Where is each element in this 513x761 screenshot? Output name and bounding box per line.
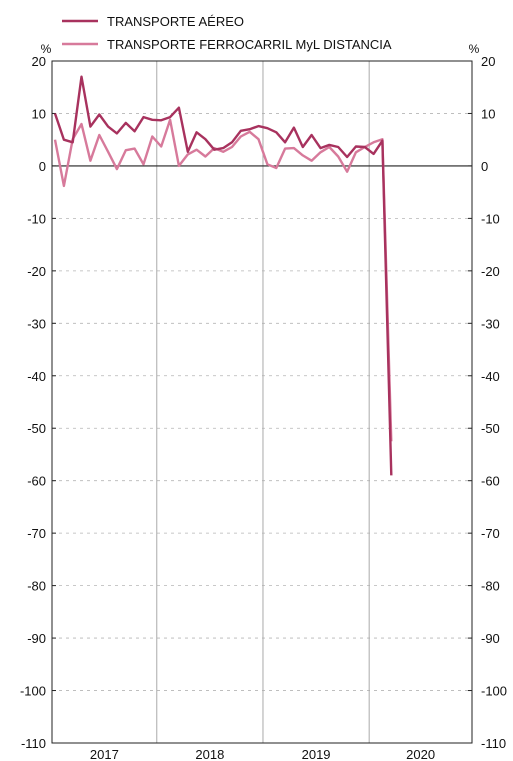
y-tick-label-right: -50 <box>481 421 500 436</box>
x-axis: 2017 2018 2019 2020 <box>90 747 435 761</box>
y-tick-label-right: -110 <box>481 736 506 751</box>
legend-label-ferrocarril: TRANSPORTE FERROCARRIL MyL DISTANCIA <box>107 37 392 52</box>
y-tick-label-right: -90 <box>481 631 500 646</box>
y-tick-label-left: -10 <box>27 211 46 226</box>
y-tick-label-left: -70 <box>27 526 46 541</box>
series-lines <box>53 75 393 476</box>
y-tick-label-right: -100 <box>481 684 507 699</box>
y-tick-label-left: -60 <box>27 474 46 489</box>
y-tick-label-left: 0 <box>39 159 46 174</box>
plot-frame <box>51 60 473 744</box>
series-line-1 <box>53 118 393 442</box>
x-tick-label: 2019 <box>302 747 331 761</box>
y-tick-label-left: -20 <box>27 264 46 279</box>
y-tick-label-left: 10 <box>32 106 46 121</box>
grid-lines <box>52 113 472 691</box>
legend-label-aereo: TRANSPORTE AÉREO <box>107 14 244 29</box>
y-tick-label-left: -90 <box>27 631 46 646</box>
y-axis-left: 20 10 0 -10 -20 -30 -40 -50 -60 -70 -80 -90 -100 -110 <box>20 54 56 751</box>
legend: TRANSPORTE AÉREO TRANSPORTE FERROCARRIL … <box>62 14 392 52</box>
y-tick-label-right: 20 <box>481 54 495 69</box>
x-tick-label: 2020 <box>406 747 435 761</box>
y-tick-label-left: -30 <box>27 316 46 331</box>
y-tick-label-left: -110 <box>21 736 46 751</box>
y-tick-label-right: -10 <box>481 211 500 226</box>
y-tick-label-left: -40 <box>27 369 46 384</box>
y-tick-label-left: -50 <box>27 421 46 436</box>
y-tick-label-right: -60 <box>481 474 500 489</box>
y-unit-right: % <box>469 42 480 56</box>
y-tick-label-right: 0 <box>481 159 488 174</box>
series-line-0 <box>53 75 393 476</box>
x-tick-label: 2018 <box>195 747 224 761</box>
y-tick-label-right: -70 <box>481 526 500 541</box>
year-separators <box>156 61 370 743</box>
y-axis-right: 20 10 0 -10 -20 -30 -40 -50 -60 -70 -80 -90 -100 -110 <box>468 54 507 751</box>
y-unit-left: % <box>41 42 52 56</box>
y-tick-label-left: 20 <box>32 54 46 69</box>
y-tick-label-right: -80 <box>481 579 500 594</box>
y-tick-label-left: -100 <box>20 684 46 699</box>
y-tick-label-left: -80 <box>27 579 46 594</box>
y-tick-label-right: -40 <box>481 369 500 384</box>
y-tick-label-right: -20 <box>481 264 500 279</box>
y-tick-label-right: 10 <box>481 106 495 121</box>
x-tick-label: 2017 <box>90 747 119 761</box>
y-tick-label-right: -30 <box>481 316 500 331</box>
